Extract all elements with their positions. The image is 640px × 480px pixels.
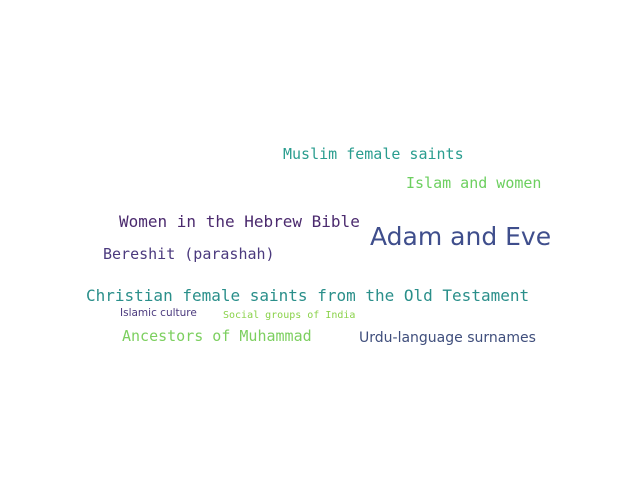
word-ancestors-of-muhammad: Ancestors of Muhammad bbox=[122, 327, 312, 345]
word-social-groups-of-india: Social groups of India bbox=[223, 310, 356, 321]
word-christian-female-saints-old-testament: Christian female saints from the Old Tes… bbox=[86, 286, 530, 305]
word-muslim-female-saints: Muslim female saints bbox=[283, 145, 464, 163]
word-women-in-the-hebrew-bible: Women in the Hebrew Bible bbox=[119, 212, 360, 231]
word-adam-and-eve: Adam and Eve bbox=[370, 222, 552, 251]
word-bereshit-parashah: Bereshit (parashah) bbox=[103, 245, 275, 263]
word-islamic-culture: Islamic culture bbox=[120, 307, 197, 319]
word-islam-and-women: Islam and women bbox=[406, 174, 542, 192]
word-urdu-language-surnames: Urdu-language surnames bbox=[359, 330, 536, 346]
